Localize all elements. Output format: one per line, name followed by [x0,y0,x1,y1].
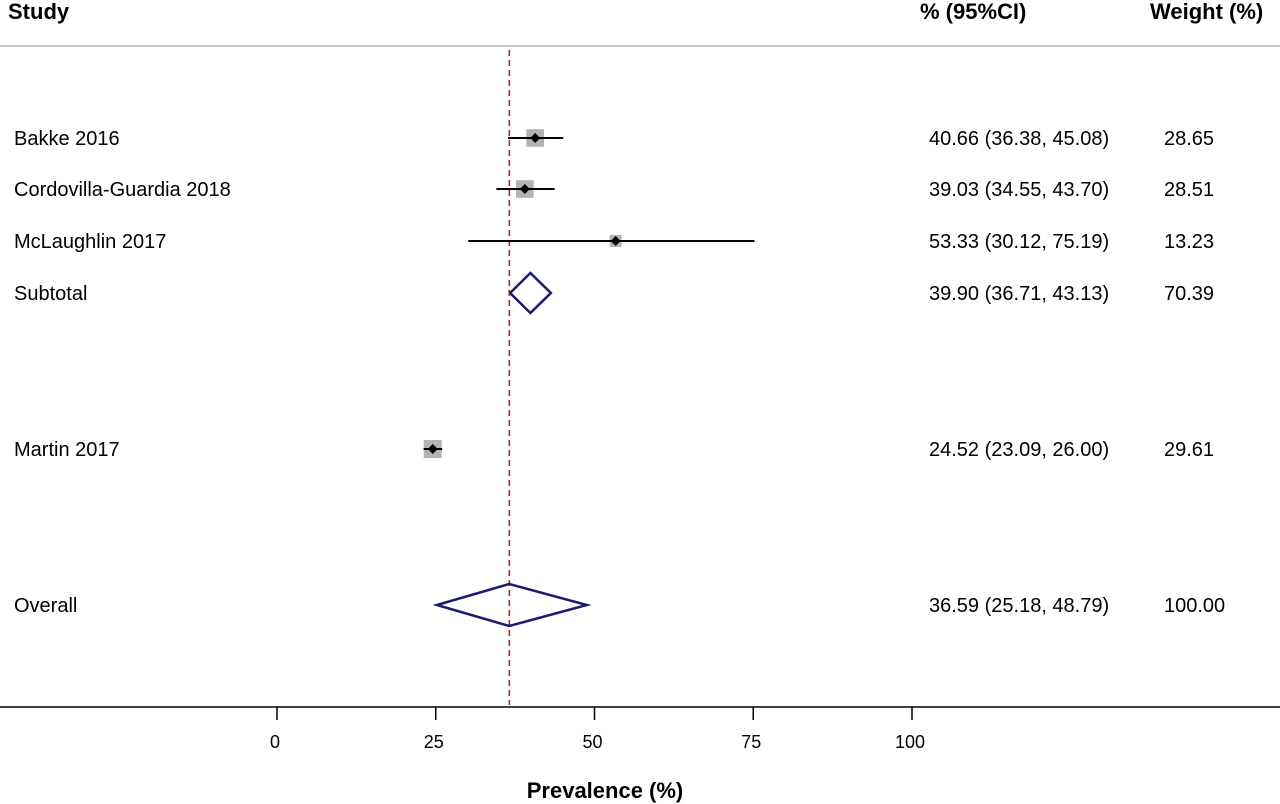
x-tick-label-0: 0 [270,732,280,752]
overall-diamond [432,582,592,628]
point-estimate-bakke-2016 [530,133,541,143]
ci-text-subtotal: 39.90 (36.71, 43.13) [929,283,1109,305]
point-estimate-cordovilla-guardia-2018 [519,184,530,194]
row-label-bakke-2016: Bakke 2016 [14,128,120,150]
row-label-overall: Overall [14,595,77,617]
header-study: Study [8,0,70,24]
row-label-mclaughlin-2017: McLaughlin 2017 [14,231,166,253]
weight-text-cordovilla-guardia-2018: 28.51 [1164,179,1214,201]
header-weight: Weight (%) [1150,0,1263,24]
x-tick-label-50: 50 [582,732,602,752]
row-label-cordovilla-guardia-2018: Cordovilla-Guardia 2018 [14,179,231,201]
row-labels: Bakke 2016 40.66 (36.38, 45.08) 28.65 Cordo… [14,128,1225,617]
ci-text-mclaughlin-2017: 53.33 (30.12, 75.19) [929,231,1109,253]
x-axis-ticks: 0 25 50 75 100 [270,707,925,752]
x-tick-label-25: 25 [424,732,444,752]
point-estimate-martin-2017 [427,444,438,454]
ci-text-cordovilla-guardia-2018: 39.03 (34.55, 43.70) [929,179,1109,201]
ci-text-martin-2017: 24.52 (23.09, 26.00) [929,439,1109,461]
row-label-subtotal: Subtotal [14,283,87,305]
x-tick-label-100: 100 [895,732,925,752]
subtotal-diamond [508,271,553,315]
weight-text-mclaughlin-2017: 13.23 [1164,231,1214,253]
weight-text-bakke-2016: 28.65 [1164,128,1214,150]
ci-text-bakke-2016: 40.66 (36.38, 45.08) [929,128,1109,150]
weight-text-subtotal: 70.39 [1164,283,1214,305]
header-ci: % (95%CI) [920,0,1026,24]
weight-text-overall: 100.00 [1164,595,1225,617]
ci-text-overall: 36.59 (25.18, 48.79) [929,595,1109,617]
x-axis-label: Prevalence (%) [527,778,684,803]
plot-marks [423,50,755,705]
weight-text-martin-2017: 29.61 [1164,439,1214,461]
point-estimate-mclaughlin-2017 [610,236,621,246]
row-label-martin-2017: Martin 2017 [14,439,120,461]
x-tick-label-75: 75 [741,732,761,752]
